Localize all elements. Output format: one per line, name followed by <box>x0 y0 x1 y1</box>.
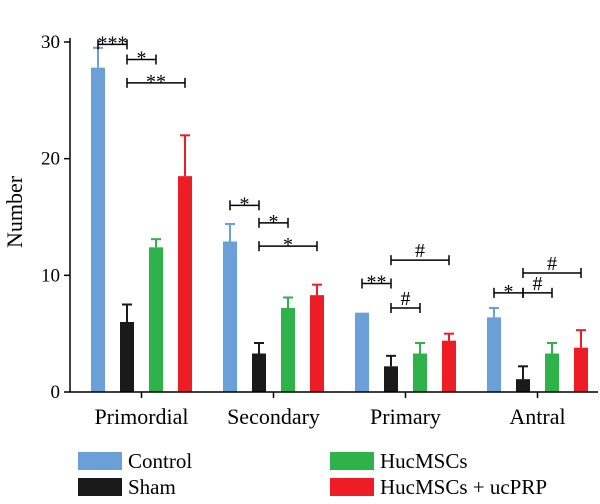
bar <box>413 353 427 392</box>
x-tick-label: Primary <box>370 404 441 429</box>
significance-label: # <box>533 273 543 295</box>
legend-item: Control <box>78 449 192 473</box>
bar <box>487 317 501 392</box>
significance-label: # <box>401 288 411 310</box>
bar <box>516 379 530 392</box>
x-tick-label: Secondary <box>227 404 320 429</box>
bars-layer <box>91 67 588 393</box>
significance-label: ** <box>367 272 387 294</box>
significance-label: # <box>415 240 425 262</box>
y-axis-title: Number <box>2 175 27 248</box>
bar <box>120 322 134 392</box>
bar <box>223 241 237 392</box>
significance-label: * <box>137 48 147 70</box>
legend-swatch <box>330 452 374 470</box>
y-tick-label: 10 <box>41 265 60 286</box>
significance-label: ** <box>146 71 166 93</box>
bar <box>91 67 105 393</box>
error-bars-layer <box>93 46 586 380</box>
bar <box>252 353 266 392</box>
y-tick-label: 0 <box>51 382 61 403</box>
bar <box>355 312 369 392</box>
axes-layer: 0 10 20 30 Primordial Secondary Primary Antral <box>41 32 598 429</box>
bar <box>310 295 324 392</box>
legend-swatch <box>78 478 122 496</box>
significance-label: * <box>283 234 293 256</box>
legend-label: HucMSCs + ucPRP <box>380 475 547 499</box>
y-tick-label: 20 <box>41 149 60 170</box>
legend-swatch <box>330 478 374 496</box>
bar <box>442 340 456 392</box>
legend-item: Sham <box>78 475 176 499</box>
legend-label: Control <box>128 449 192 473</box>
significance-label: *** <box>98 32 128 54</box>
bar <box>149 247 163 392</box>
significance-label: # <box>547 253 557 275</box>
x-tick-label: Primordial <box>94 404 188 429</box>
legend-label: Sham <box>128 475 176 499</box>
bar <box>545 353 559 392</box>
legend-label: HucMSCs <box>380 449 468 473</box>
legend-item: HucMSCs + ucPRP <box>330 475 547 499</box>
legend-swatch <box>78 452 122 470</box>
bar <box>178 176 192 392</box>
y-tick-label: 30 <box>41 32 60 53</box>
bar <box>281 308 295 392</box>
x-tick-label: Antral <box>509 404 565 429</box>
bar <box>574 347 588 392</box>
significance-label: * <box>504 281 514 303</box>
significance-layer: ***********## *## <box>97 32 582 313</box>
legend-item: HucMSCs <box>330 449 468 473</box>
bar <box>384 366 398 392</box>
significance-label: * <box>240 193 250 215</box>
significance-label: * <box>269 211 279 233</box>
